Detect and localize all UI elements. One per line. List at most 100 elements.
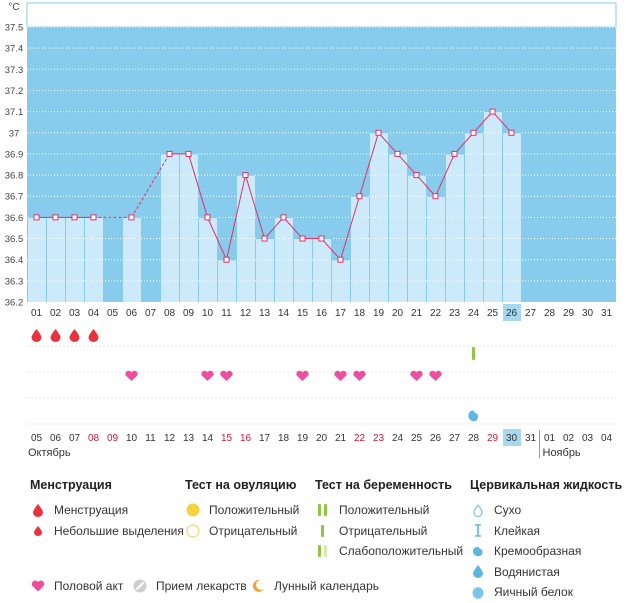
calendar-date-label: 16 — [240, 433, 252, 444]
heart-icon — [334, 370, 347, 381]
legend-item-moon-calendar: Лунный календарь — [250, 578, 379, 594]
temperature-point — [185, 150, 192, 157]
temperature-bar — [484, 111, 502, 302]
calendar-date-label: 27 — [449, 433, 461, 444]
y-tick-label: 36.7 — [5, 192, 24, 203]
calendar-date-label: 20 — [316, 433, 328, 444]
temperature-point — [128, 214, 135, 221]
menstruation-drop-icon — [31, 329, 42, 342]
temperature-bar — [275, 217, 293, 302]
legend-item-watery: Водянистая — [470, 562, 622, 583]
calendar-date-label: 13 — [183, 433, 195, 444]
calendar-date-label: 02 — [563, 433, 575, 444]
calendar-date-label: 17 — [259, 433, 271, 444]
temperature-bar — [503, 132, 521, 302]
cycle-day-label: 02 — [50, 308, 62, 319]
temperature-line — [340, 196, 360, 260]
temperature-point — [299, 235, 306, 242]
pill-icon — [132, 578, 148, 594]
legend-item-label: Положительный — [339, 503, 430, 518]
temperature-bar — [161, 153, 179, 302]
cycle-day-label: 27 — [525, 308, 537, 319]
cycle-day-label: 25 — [487, 308, 499, 319]
cycle-day-label: 15 — [297, 308, 309, 319]
temperature-point — [90, 214, 97, 221]
cycle-day-label: 28 — [544, 308, 556, 319]
temperature-point — [318, 235, 325, 242]
temperature-line — [397, 153, 417, 176]
temperature-point — [337, 256, 344, 263]
bbt-chart: °C 36.2 36.3 36.4 36.5 36.6 36.7 36.8 36.9 37 37.1… — [5, 2, 617, 459]
temperature-line — [473, 111, 493, 134]
temperature-bar — [47, 217, 65, 302]
legend-item-pregnancy-negative: Отрицательный — [315, 521, 463, 542]
heart-icon — [353, 370, 366, 381]
moon-icon — [250, 578, 266, 594]
temperature-point — [375, 129, 382, 136]
legend-item-pregnancy-positive: Положительный — [315, 500, 463, 521]
temperature-bar — [389, 153, 407, 302]
month-label-next: Ноябрь — [543, 447, 581, 459]
heart-icon — [201, 370, 214, 381]
calendar-date-label: 19 — [297, 433, 309, 444]
cycle-day-label: 26 — [506, 308, 518, 319]
temperature-bar — [332, 259, 350, 302]
temperature-line — [283, 217, 303, 239]
y-tick-label: 36.5 — [5, 234, 24, 245]
temperature-line — [207, 217, 227, 260]
temperature-point — [451, 150, 458, 157]
creamy-icon — [470, 543, 486, 559]
calendar-date-label: 09 — [107, 433, 119, 444]
calendar-date-label: 11 — [145, 433, 156, 444]
y-tick-label: 36.2 — [5, 298, 24, 309]
calendar-date-label: 30 — [506, 433, 518, 444]
calendar-date-label: 31 — [525, 433, 537, 444]
temperature-point — [394, 150, 401, 157]
legend-pregnancy: Тест на беременность Положительный Отриц… — [315, 478, 463, 562]
legend-item-pregnancy-weak: Слабоположительный — [315, 541, 463, 562]
temperature-bar — [427, 196, 445, 302]
temperature-line — [492, 111, 512, 134]
legend-item-ovulation-positive: Положительный — [185, 500, 299, 521]
temperature-point — [508, 129, 515, 136]
positive-test-bar-icon — [472, 347, 475, 360]
legend: Менструация Менструация Небольшие выделе… — [0, 478, 626, 599]
cycle-day-label: 14 — [278, 308, 290, 319]
temperature-point — [33, 214, 40, 221]
legend-item-label: Отрицательный — [339, 523, 428, 538]
legend-item-label: Отрицательный — [209, 523, 298, 538]
legend-cervical-title: Цервикальная жидкость — [470, 478, 623, 492]
legend-item-label: Положительный — [209, 503, 300, 518]
legend-item-medication: Прием лекарств — [132, 578, 247, 594]
calendar-date-label: 07 — [69, 433, 81, 444]
temperature-point — [280, 214, 287, 221]
cycle-day-label: 29 — [563, 308, 575, 319]
cycle-day-label: 07 — [145, 308, 157, 319]
calendar-date-label: 28 — [468, 433, 480, 444]
watery-icon — [470, 564, 486, 580]
temperature-point — [242, 172, 249, 179]
calendar-date-label: 24 — [392, 433, 404, 444]
temperature-line-dashed — [131, 153, 170, 218]
cycle-day-label: 13 — [259, 308, 271, 319]
calendar-date-label: 26 — [430, 433, 442, 444]
cycle-day-label: 04 — [88, 308, 100, 319]
cycle-day-label: 17 — [335, 308, 347, 319]
cycle-day-label: 08 — [164, 308, 176, 319]
calendar-date-label: 01 — [544, 433, 556, 444]
calendar-date-label: 12 — [164, 433, 176, 444]
calendar-date-label: 23 — [373, 433, 385, 444]
legend-bottom-row: Половой акт Прием лекарств Лунный календ… — [0, 578, 626, 595]
chart-top-band — [26, 2, 617, 28]
drop-icon — [30, 502, 46, 518]
y-unit-label: °C — [8, 2, 19, 13]
legend-pregnancy-title: Тест на беременность — [315, 478, 452, 492]
y-tick-label: 37 — [9, 128, 20, 139]
menstruation-drop-icon — [88, 329, 99, 342]
temperature-line — [188, 153, 208, 218]
y-tick-label: 37.5 — [5, 23, 24, 34]
cycle-day-label: 05 — [107, 308, 119, 319]
legend-menstruation: Менструация Менструация Небольшие выделе… — [30, 478, 184, 541]
legend-item-label: Водянистая — [494, 564, 560, 579]
chart-svg: °C 36.2 36.3 36.4 36.5 36.6 36.7 36.8 36.9 37 37.1… — [5, 2, 617, 459]
